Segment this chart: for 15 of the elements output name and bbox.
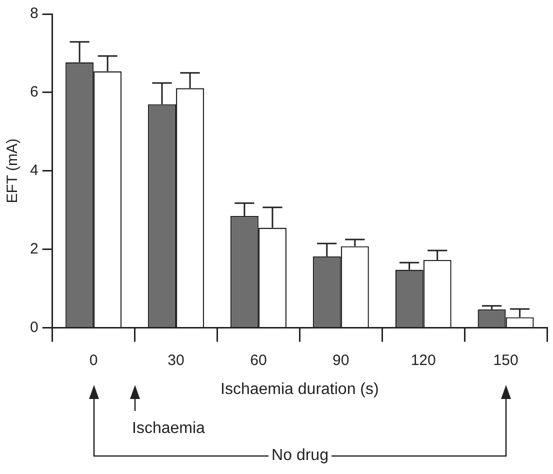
y-tick-label: 4 <box>30 162 38 180</box>
x-tick-label: 60 <box>250 352 267 369</box>
y-tick-label: 8 <box>30 5 38 22</box>
y-tick-label: 0 <box>30 318 38 336</box>
x-tick-label: 150 <box>493 352 518 369</box>
y-axis-title: EFT (mA) <box>4 138 22 204</box>
x-axis-title: Ischaemia duration (s) <box>220 380 379 398</box>
x-tick-label: 120 <box>410 352 436 369</box>
x-tick-label: 0 <box>89 352 98 369</box>
text: Ischaemia <box>132 420 205 438</box>
x-tick-label: 30 <box>168 352 184 369</box>
x-tick-label: 90 <box>332 352 350 369</box>
text: No drug <box>268 446 332 465</box>
y-tick-label: 6 <box>30 84 38 101</box>
y-tick-label: 2 <box>30 240 38 258</box>
